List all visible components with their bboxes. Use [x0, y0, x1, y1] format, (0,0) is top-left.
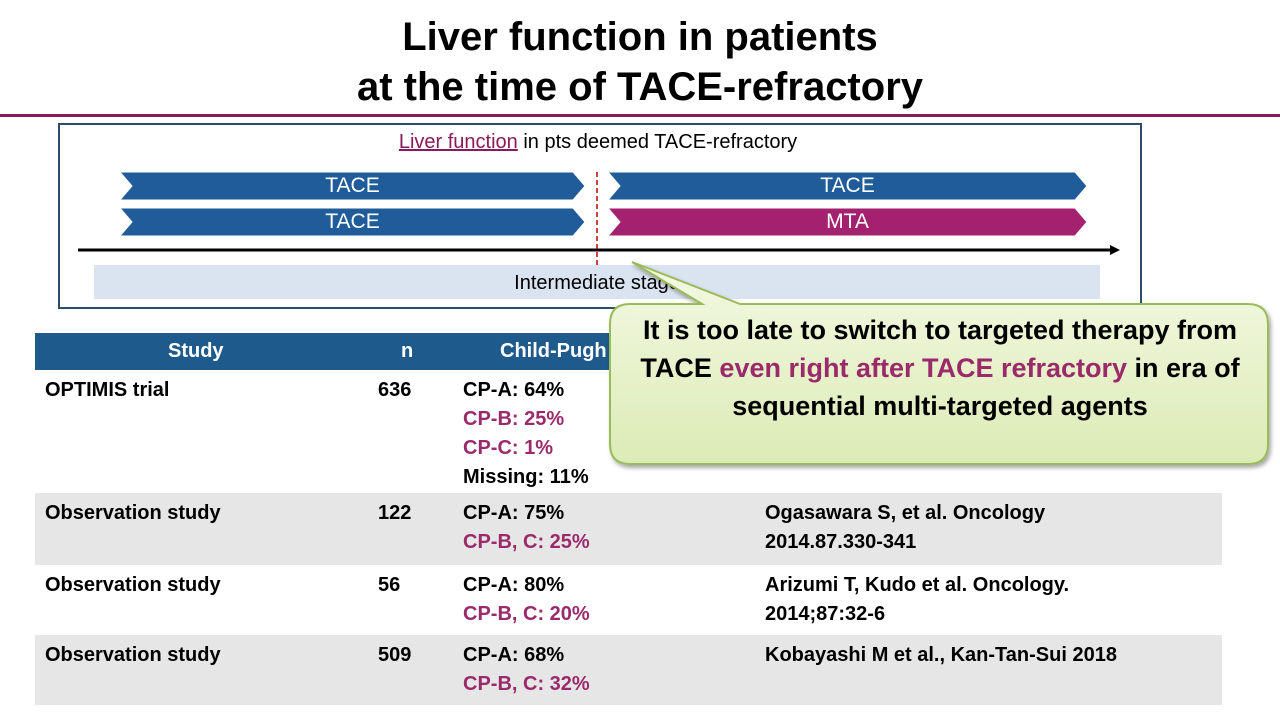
- child-pugh-item: CP-A: 75%: [463, 502, 565, 524]
- child-pugh-item: CP-A: 64%: [463, 379, 565, 401]
- reference-line: Kobayashi M et al., Kan-Tan-Sui 2018: [765, 644, 1117, 666]
- study-cell: Observation study: [45, 502, 221, 524]
- arrow-label: TACE: [820, 174, 875, 197]
- reference-cell: Ogasawara S, et al. Oncology 2014.87.330-…: [765, 499, 1045, 557]
- arrow-label: TACE: [325, 210, 380, 233]
- child-pugh-item: CP-B: 25%: [463, 408, 565, 430]
- callout-bubble: [609, 261, 1269, 465]
- n-cell: 122: [378, 502, 412, 524]
- reference-cell: Kobayashi M et al., Kan-Tan-Sui 2018: [765, 641, 1117, 670]
- header-cell: Study: [168, 340, 224, 362]
- diagram-box: [58, 123, 1142, 309]
- n-cell: 636: [378, 379, 412, 401]
- diagram-heading: Liver function in pts deemed TACE-refrac…: [58, 131, 1138, 154]
- header-cell: Child-Pugh: [500, 340, 607, 362]
- reference-line: 2014.87.330-341: [765, 531, 917, 553]
- child-pugh-cell: CP-A: 80% CP-B, C: 20%: [463, 571, 590, 629]
- reference-line: 2014;87:32-6: [765, 603, 886, 625]
- study-cell: OPTIMIS trial: [45, 379, 170, 401]
- arrow: [118, 171, 586, 201]
- reference-line: Ogasawara S, et al. Oncology: [765, 502, 1046, 524]
- child-pugh-cell: CP-A: 75% CP-B, C: 25%: [463, 499, 590, 557]
- callout-part: It is too late to switch to targeted the…: [640, 315, 1238, 383]
- heading-link: Liver function: [398, 131, 518, 153]
- n-cell: 509: [378, 644, 412, 666]
- callout-part: in era of sequential multi-targeted agen…: [732, 353, 1240, 421]
- callout-text: It is too late to switch to targeted the…: [625, 311, 1255, 425]
- arrow: [118, 207, 586, 237]
- study-cell: Observation study: [45, 574, 221, 596]
- heading-text: in pts deemed TACE-refractory: [517, 131, 798, 153]
- child-pugh-item: CP-A: 68%: [463, 644, 565, 666]
- arrow: [606, 171, 1088, 201]
- child-pugh-item: CP-B, C: 25%: [463, 531, 590, 553]
- title-rule: [0, 114, 1280, 117]
- reference-cell: Arizumi T, Kudo et al. Oncology. 2014;87:…: [765, 571, 1069, 629]
- child-pugh-item: Missing: 11%: [463, 466, 589, 488]
- timeline-head: [1110, 245, 1120, 255]
- table-row: Observation study 509 CP-A: 68% CP-B, C: 32…: [35, 635, 1222, 705]
- reference-line: Arizumi T, Kudo et al. Oncology.: [765, 574, 1070, 596]
- title-line: at the time of TACE-refractory: [356, 65, 923, 109]
- title-line: Liver function in patients: [402, 15, 878, 59]
- child-pugh-item: CP-B, C: 20%: [463, 603, 590, 625]
- slide-title: Liver function in patients at the time o…: [0, 12, 1280, 112]
- arrow-label: TACE: [325, 174, 380, 197]
- header-cell: n: [401, 340, 414, 362]
- n-cell: 56: [378, 574, 401, 596]
- child-pugh-cell: CP-A: 68% CP-B, C: 32%: [463, 641, 590, 699]
- child-pugh-cell: CP-A: 64% CP-B: 25% CP-C: 1% Missing: 11%: [463, 376, 589, 492]
- child-pugh-item: CP-B, C: 32%: [463, 673, 590, 695]
- arrow-label: MTA: [826, 210, 869, 233]
- study-cell: Observation study: [45, 644, 221, 666]
- arrow: [606, 207, 1088, 237]
- callout-part: even right after TACE refractory: [719, 353, 1128, 383]
- child-pugh-item: CP-A: 80%: [463, 574, 565, 596]
- table-row: Observation study 122 CP-A: 75% CP-B, C: 25…: [35, 493, 1222, 565]
- child-pugh-item: CP-C: 1%: [463, 437, 554, 459]
- stage-bar: Intermediate stage: [94, 265, 1100, 299]
- table-row: Observation study 56 CP-A: 80% CP-B, C: 20%…: [35, 565, 1222, 635]
